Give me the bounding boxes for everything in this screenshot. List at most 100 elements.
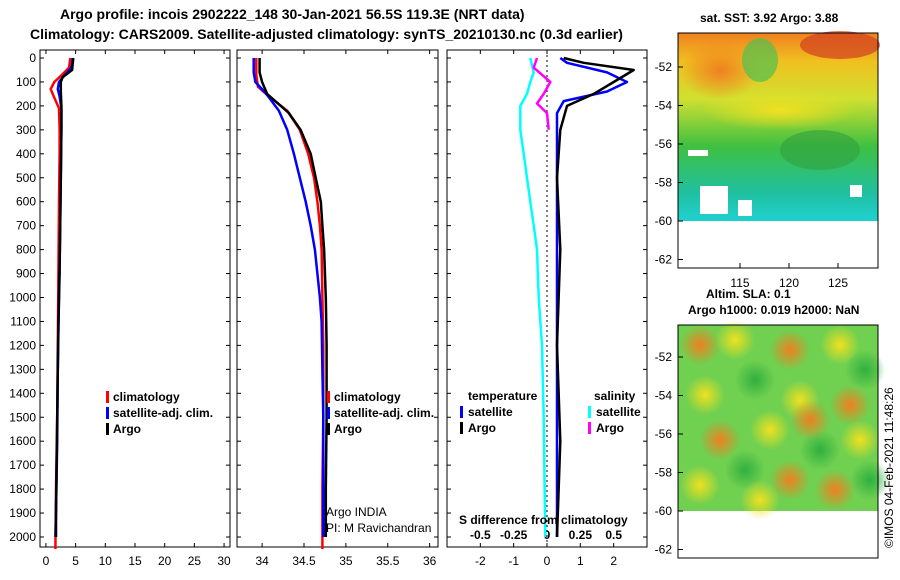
y-tick-label: 300 xyxy=(16,123,36,137)
series-line-argo xyxy=(258,58,328,537)
sla-blob xyxy=(680,325,720,365)
sst-warm-patch xyxy=(700,90,860,130)
series-line-salinity-argo xyxy=(532,57,552,130)
map-y-tick-label: -52 xyxy=(655,60,673,74)
x-tick-label: 35 xyxy=(339,554,353,568)
s-tick-label: 0.25 xyxy=(569,528,593,542)
legend-swatch-argo xyxy=(106,423,109,435)
y-tick-label: 700 xyxy=(16,219,36,233)
y-tick-label: 500 xyxy=(16,171,36,185)
y-tick-label: 600 xyxy=(16,195,36,209)
x-tick-label: 15 xyxy=(128,554,142,568)
sla-blob xyxy=(840,420,880,460)
map-y-tick-label: -56 xyxy=(655,137,673,151)
x-tick-label: 20 xyxy=(158,554,172,568)
map-y-tick-label: -56 xyxy=(655,427,673,441)
y-tick-label: 100 xyxy=(16,75,36,89)
map-y-tick-label: -58 xyxy=(655,466,673,480)
map-y-tick-label: -60 xyxy=(655,504,673,518)
legend-label-temp-argo: Argo xyxy=(468,421,496,435)
y-tick-label: 1200 xyxy=(9,338,36,352)
s-tick-label: 0.5 xyxy=(605,528,622,542)
series-line-climatology xyxy=(255,58,325,549)
title-line-2: Climatology: CARS2009. Satellite-adjuste… xyxy=(30,26,623,42)
sla-blob xyxy=(735,360,775,400)
y-tick-label: 1700 xyxy=(9,458,36,472)
sst-warm-patch xyxy=(800,31,880,59)
x-tick-label: -2 xyxy=(475,554,486,568)
y-tick-label: 1400 xyxy=(9,386,36,400)
sst-warm-patch xyxy=(680,40,760,100)
legend-label-argo: Argo xyxy=(334,422,362,436)
x-tick-label: 36 xyxy=(423,554,437,568)
y-tick-label: 900 xyxy=(16,267,36,281)
legend-swatch-temp-satellite xyxy=(460,406,463,418)
sla-blob xyxy=(770,460,810,500)
y-tick-label: 1800 xyxy=(9,482,36,496)
x-tick-label: 10 xyxy=(99,554,113,568)
difference-xlabel: S difference from climatology xyxy=(459,513,628,527)
sst-cloud-gap xyxy=(688,150,708,156)
map-x-tick-label: 120 xyxy=(779,276,799,290)
sla-blob xyxy=(685,375,725,415)
salinity-legend: climatology satellite-adj. clim. Argo Ar… xyxy=(326,390,434,535)
x-tick-label: 1 xyxy=(577,554,584,568)
sst-cloud-gap xyxy=(738,200,752,216)
legend-label-argo: Argo xyxy=(113,422,141,436)
legend-label-satellite: satellite-adj. clim. xyxy=(113,406,213,420)
sla-blob xyxy=(845,350,885,390)
sla-map-title-2: Argo h1000: 0.019 h2000: NaN xyxy=(688,303,859,317)
y-tick-label: 800 xyxy=(16,243,36,257)
sla-blob xyxy=(700,420,740,460)
y-tick-label: 1300 xyxy=(9,362,36,376)
sst-cloud-gap xyxy=(700,186,728,214)
x-tick-label: 35.5 xyxy=(376,554,400,568)
x-tick-label: 2 xyxy=(610,554,617,568)
legend-label-temp-satellite: satellite xyxy=(468,405,513,419)
legend-swatch-climatology xyxy=(106,391,109,403)
sst-axes xyxy=(677,32,879,269)
legend-header-temperature: temperature xyxy=(468,389,538,403)
legend-swatch-satellite xyxy=(327,407,330,419)
legend-label-sal-argo: Argo xyxy=(596,421,624,435)
map-x-tick-label: 115 xyxy=(730,276,749,290)
sla-map-title-1: Altim. SLA: 0.1 xyxy=(706,287,791,301)
sla-blob xyxy=(830,385,870,425)
series-line-satellite-adj-clim- xyxy=(252,58,325,537)
temperature-legend: climatology satellite-adj. clim. Argo xyxy=(106,390,213,436)
map-y-tick-label: -58 xyxy=(655,176,673,190)
y-tick-label: 1500 xyxy=(9,410,36,424)
s-tick-label: -0.25 xyxy=(500,528,528,542)
x-tick-label: 0 xyxy=(43,554,50,568)
y-tick-label: 1600 xyxy=(9,434,36,448)
salinity-axes xyxy=(236,49,439,548)
y-tick-label: 400 xyxy=(16,147,36,161)
y-tick-label: 1900 xyxy=(9,506,36,520)
legend-swatch-sal-argo xyxy=(588,422,591,434)
sla-blob xyxy=(790,400,830,440)
legend-swatch-satellite xyxy=(106,407,109,419)
legend-label-climatology: climatology xyxy=(334,390,401,404)
sla-blob xyxy=(715,320,755,360)
sst-cool-patch xyxy=(742,38,778,82)
map-y-tick-label: -60 xyxy=(655,214,673,228)
x-tick-label: 25 xyxy=(188,554,202,568)
x-tick-label: -1 xyxy=(508,554,519,568)
legend-swatch-argo xyxy=(327,423,330,435)
x-tick-label: 0 xyxy=(544,554,551,568)
annotation-pi: PI: M Ravichandran xyxy=(326,521,431,535)
x-tick-label: 5 xyxy=(72,554,79,568)
y-tick-label: 1100 xyxy=(10,314,36,328)
s-tick-label: -0.5 xyxy=(470,528,491,542)
sla-blob xyxy=(680,465,720,505)
y-tick-label: 200 xyxy=(16,99,36,113)
y-tick-label: 2000 xyxy=(9,530,36,544)
x-tick-label: 34.5 xyxy=(292,554,316,568)
x-tick-label: 30 xyxy=(217,554,231,568)
legend-swatch-temp-argo xyxy=(460,422,463,434)
y-tick-label: 1000 xyxy=(9,291,36,305)
sla-blob xyxy=(725,450,765,490)
series-line-salinity-satellite xyxy=(519,57,547,538)
map-y-tick-label: -62 xyxy=(655,543,673,557)
legend-label-satellite: satellite-adj. clim. xyxy=(334,406,434,420)
